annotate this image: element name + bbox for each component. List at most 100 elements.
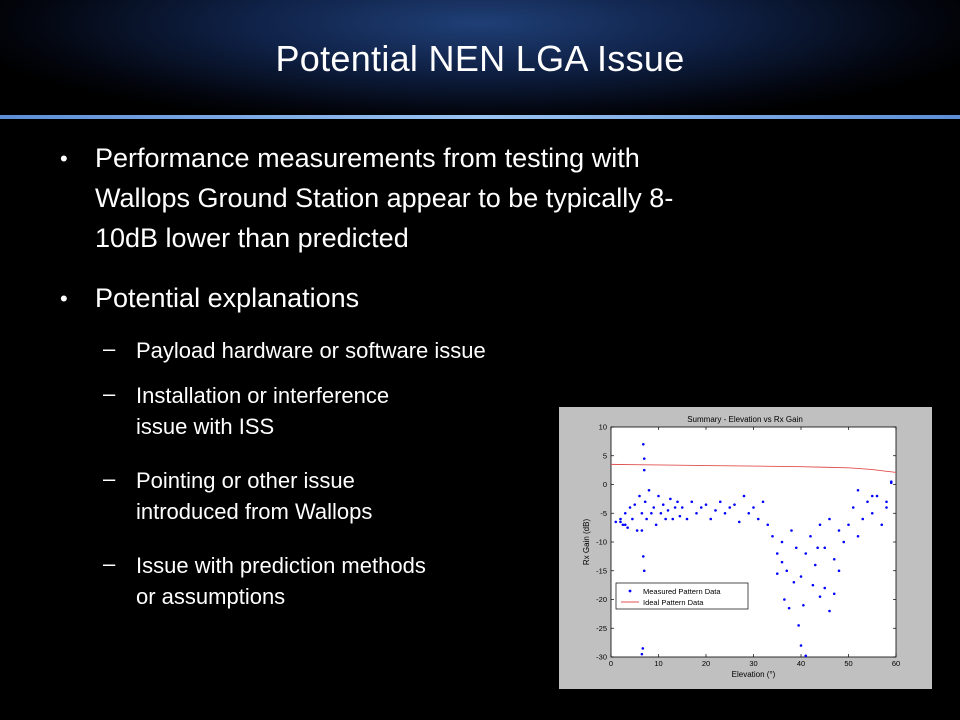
x-tick-label: 40 bbox=[797, 659, 805, 668]
y-tick-label: -10 bbox=[596, 538, 607, 547]
measured-point bbox=[619, 517, 622, 521]
measured-point bbox=[802, 603, 805, 607]
measured-point bbox=[621, 523, 625, 527]
y-tick-label: -20 bbox=[596, 595, 607, 604]
measured-point bbox=[642, 569, 646, 573]
measured-point bbox=[642, 468, 646, 472]
measured-point bbox=[642, 442, 645, 446]
measured-point bbox=[654, 523, 658, 527]
bullet-1: Performance measurements from testing wi… bbox=[95, 138, 673, 258]
measured-point bbox=[851, 506, 855, 509]
measured-point bbox=[718, 500, 722, 504]
sub-bullet-marker: – bbox=[103, 381, 116, 406]
measured-point bbox=[638, 494, 641, 498]
bullet-1-line-3: 10dB lower than predicted bbox=[95, 223, 409, 253]
sub-bullet-2-line-1: Installation or interference bbox=[136, 383, 390, 408]
measured-point bbox=[642, 457, 646, 460]
measured-point bbox=[631, 517, 634, 521]
measured-point bbox=[641, 647, 645, 650]
measured-point bbox=[771, 534, 774, 538]
measured-point bbox=[695, 511, 698, 515]
measured-point bbox=[870, 511, 874, 515]
measured-point bbox=[799, 575, 803, 578]
measured-point bbox=[797, 624, 800, 627]
y-tick-label: -25 bbox=[596, 624, 607, 633]
measured-point bbox=[856, 488, 860, 492]
measured-series bbox=[614, 442, 893, 658]
bullet-marker: • bbox=[60, 286, 68, 311]
measured-point bbox=[885, 500, 888, 504]
measured-point bbox=[828, 609, 831, 613]
measured-point bbox=[811, 583, 815, 587]
chart-title: Summary - Elevation vs Rx Gain bbox=[687, 415, 803, 424]
sub-bullet-4-line-2: or assumptions bbox=[136, 584, 286, 609]
measured-point bbox=[813, 563, 817, 567]
measured-point bbox=[875, 494, 879, 498]
measured-point bbox=[885, 506, 888, 509]
x-tick-label: 50 bbox=[844, 659, 852, 668]
measured-point bbox=[766, 523, 770, 527]
measured-point bbox=[657, 494, 660, 498]
measured-point bbox=[661, 503, 665, 506]
bullet-marker: • bbox=[60, 146, 68, 171]
measured-point bbox=[847, 523, 850, 527]
measured-point bbox=[642, 555, 645, 558]
y-tick-label: 5 bbox=[603, 451, 607, 460]
plot-area bbox=[610, 426, 897, 658]
chart-svg: Summary - Elevation vs Rx Gain 0 10 20 30 40… bbox=[582, 415, 900, 679]
sub-bullet-marker: – bbox=[103, 466, 116, 491]
y-tick-label: -5 bbox=[600, 509, 607, 518]
measured-point bbox=[640, 529, 644, 532]
y-tick-label: -30 bbox=[596, 653, 607, 662]
measured-point bbox=[619, 520, 622, 524]
measured-point bbox=[861, 517, 865, 521]
measured-point bbox=[775, 552, 779, 555]
measured-point bbox=[709, 517, 713, 521]
ideal-pattern-line bbox=[610, 463, 897, 473]
measured-point bbox=[792, 580, 796, 584]
measured-point bbox=[842, 540, 846, 544]
sub-bullet-marker: – bbox=[103, 551, 116, 576]
legend-label-measured: Measured Pattern Data bbox=[643, 587, 721, 596]
measured-point bbox=[780, 560, 784, 564]
y-tick-label: 10 bbox=[599, 423, 607, 432]
measured-point bbox=[837, 529, 841, 532]
elevation-gain-chart: Summary - Elevation vs Rx Gain 0 10 20 30 40… bbox=[559, 407, 932, 689]
measured-point bbox=[728, 506, 732, 509]
measured-point bbox=[880, 523, 884, 527]
x-tick-label: 0 bbox=[609, 659, 613, 668]
measured-point bbox=[775, 572, 779, 575]
sub-bullet-4: Issue with prediction methods or assumpt… bbox=[136, 550, 426, 612]
measured-point bbox=[640, 511, 644, 515]
measured-point bbox=[664, 517, 667, 521]
measured-point bbox=[737, 520, 741, 524]
y-axis-label: Rx Gain (dB) bbox=[582, 519, 591, 566]
measured-point bbox=[866, 500, 869, 504]
measured-point bbox=[780, 540, 784, 544]
sub-bullet-marker: – bbox=[103, 336, 116, 361]
measured-point bbox=[659, 511, 663, 515]
measured-point bbox=[804, 654, 808, 658]
measured-point bbox=[794, 546, 798, 550]
measured-point bbox=[673, 506, 677, 509]
measured-point bbox=[647, 488, 651, 492]
measured-point bbox=[723, 511, 727, 515]
measured-point bbox=[818, 523, 822, 527]
sub-bullet-2: Installation or interference issue with … bbox=[136, 380, 389, 442]
measured-point bbox=[628, 506, 632, 509]
measured-point bbox=[666, 509, 670, 512]
measured-point bbox=[832, 557, 836, 561]
x-tick-label: 20 bbox=[702, 659, 710, 668]
measured-point bbox=[633, 503, 637, 506]
measured-point bbox=[690, 500, 694, 504]
measured-point bbox=[752, 506, 755, 509]
measured-point bbox=[742, 494, 746, 498]
measured-point bbox=[669, 497, 672, 501]
measured-point bbox=[828, 517, 831, 521]
measured-point bbox=[856, 534, 860, 538]
measured-point bbox=[799, 644, 803, 647]
sub-bullet-4-line-1: Issue with prediction methods bbox=[136, 553, 426, 578]
measured-point bbox=[676, 500, 679, 504]
ideal-series bbox=[610, 463, 897, 473]
measured-point bbox=[787, 606, 791, 610]
